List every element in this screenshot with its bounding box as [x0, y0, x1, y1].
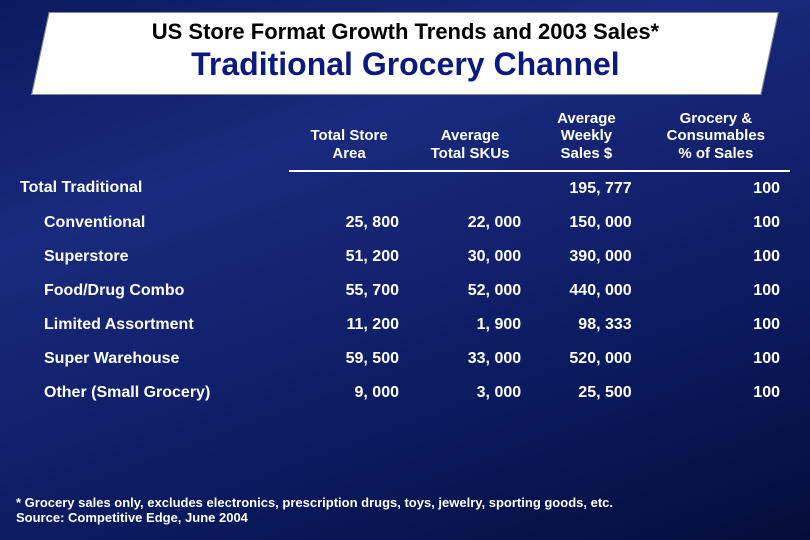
cell: 100	[642, 206, 790, 240]
data-table-wrap: Total StoreArea AverageTotal SKUs Averag…	[20, 108, 790, 410]
cell: 100	[642, 274, 790, 308]
table-row: Total Traditional 195, 777 100	[20, 171, 790, 206]
cell: 25, 500	[531, 376, 642, 410]
cell: 100	[642, 171, 790, 206]
table-header-col4: Grocery &Consumables% of Sales	[642, 108, 790, 171]
row-label: Superstore	[20, 240, 289, 274]
title-line1: US Store Format Growth Trends and 2003 S…	[61, 19, 749, 45]
table-header-col1: Total StoreArea	[289, 108, 409, 171]
data-table: Total StoreArea AverageTotal SKUs Averag…	[20, 108, 790, 410]
row-label: Super Warehouse	[20, 342, 289, 376]
cell: 390, 000	[531, 240, 642, 274]
table-row: Food/Drug Combo 55, 700 52, 000 440, 000…	[20, 274, 790, 308]
table-row: Conventional 25, 800 22, 000 150, 000 10…	[20, 206, 790, 240]
table-header-empty	[20, 108, 289, 171]
cell: 22, 000	[409, 206, 531, 240]
table-body: Total Traditional 195, 777 100 Conventio…	[20, 171, 790, 410]
cell: 150, 000	[531, 206, 642, 240]
row-label: Conventional	[20, 206, 289, 240]
row-label: Food/Drug Combo	[20, 274, 289, 308]
cell	[409, 171, 531, 206]
footnote: * Grocery sales only, excludes electroni…	[16, 495, 794, 526]
footnote-line1: * Grocery sales only, excludes electroni…	[16, 495, 794, 511]
cell: 55, 700	[289, 274, 409, 308]
title-line2: Traditional Grocery Channel	[61, 45, 749, 83]
table-header-col2: AverageTotal SKUs	[409, 108, 531, 171]
cell: 30, 000	[409, 240, 531, 274]
table-row: Superstore 51, 200 30, 000 390, 000 100	[20, 240, 790, 274]
table-row: Super Warehouse 59, 500 33, 000 520, 000…	[20, 342, 790, 376]
cell: 59, 500	[289, 342, 409, 376]
table-header-row: Total StoreArea AverageTotal SKUs Averag…	[20, 108, 790, 171]
row-label: Other (Small Grocery)	[20, 376, 289, 410]
cell: 1, 900	[409, 308, 531, 342]
table-row: Other (Small Grocery) 9, 000 3, 000 25, …	[20, 376, 790, 410]
cell	[289, 171, 409, 206]
cell: 100	[642, 342, 790, 376]
cell: 100	[642, 308, 790, 342]
footnote-line2: Source: Competitive Edge, June 2004	[16, 510, 794, 526]
cell: 98, 333	[531, 308, 642, 342]
cell: 51, 200	[289, 240, 409, 274]
row-label: Limited Assortment	[20, 308, 289, 342]
cell: 3, 000	[409, 376, 531, 410]
cell: 11, 200	[289, 308, 409, 342]
cell: 520, 000	[531, 342, 642, 376]
cell: 25, 800	[289, 206, 409, 240]
cell: 33, 000	[409, 342, 531, 376]
cell: 100	[642, 240, 790, 274]
cell: 9, 000	[289, 376, 409, 410]
cell: 52, 000	[409, 274, 531, 308]
title-banner: US Store Format Growth Trends and 2003 S…	[31, 12, 779, 95]
row-label: Total Traditional	[20, 171, 289, 206]
cell: 100	[642, 376, 790, 410]
table-header-col3: AverageWeeklySales $	[531, 108, 642, 171]
cell: 195, 777	[531, 171, 642, 206]
table-row: Limited Assortment 11, 200 1, 900 98, 33…	[20, 308, 790, 342]
cell: 440, 000	[531, 274, 642, 308]
